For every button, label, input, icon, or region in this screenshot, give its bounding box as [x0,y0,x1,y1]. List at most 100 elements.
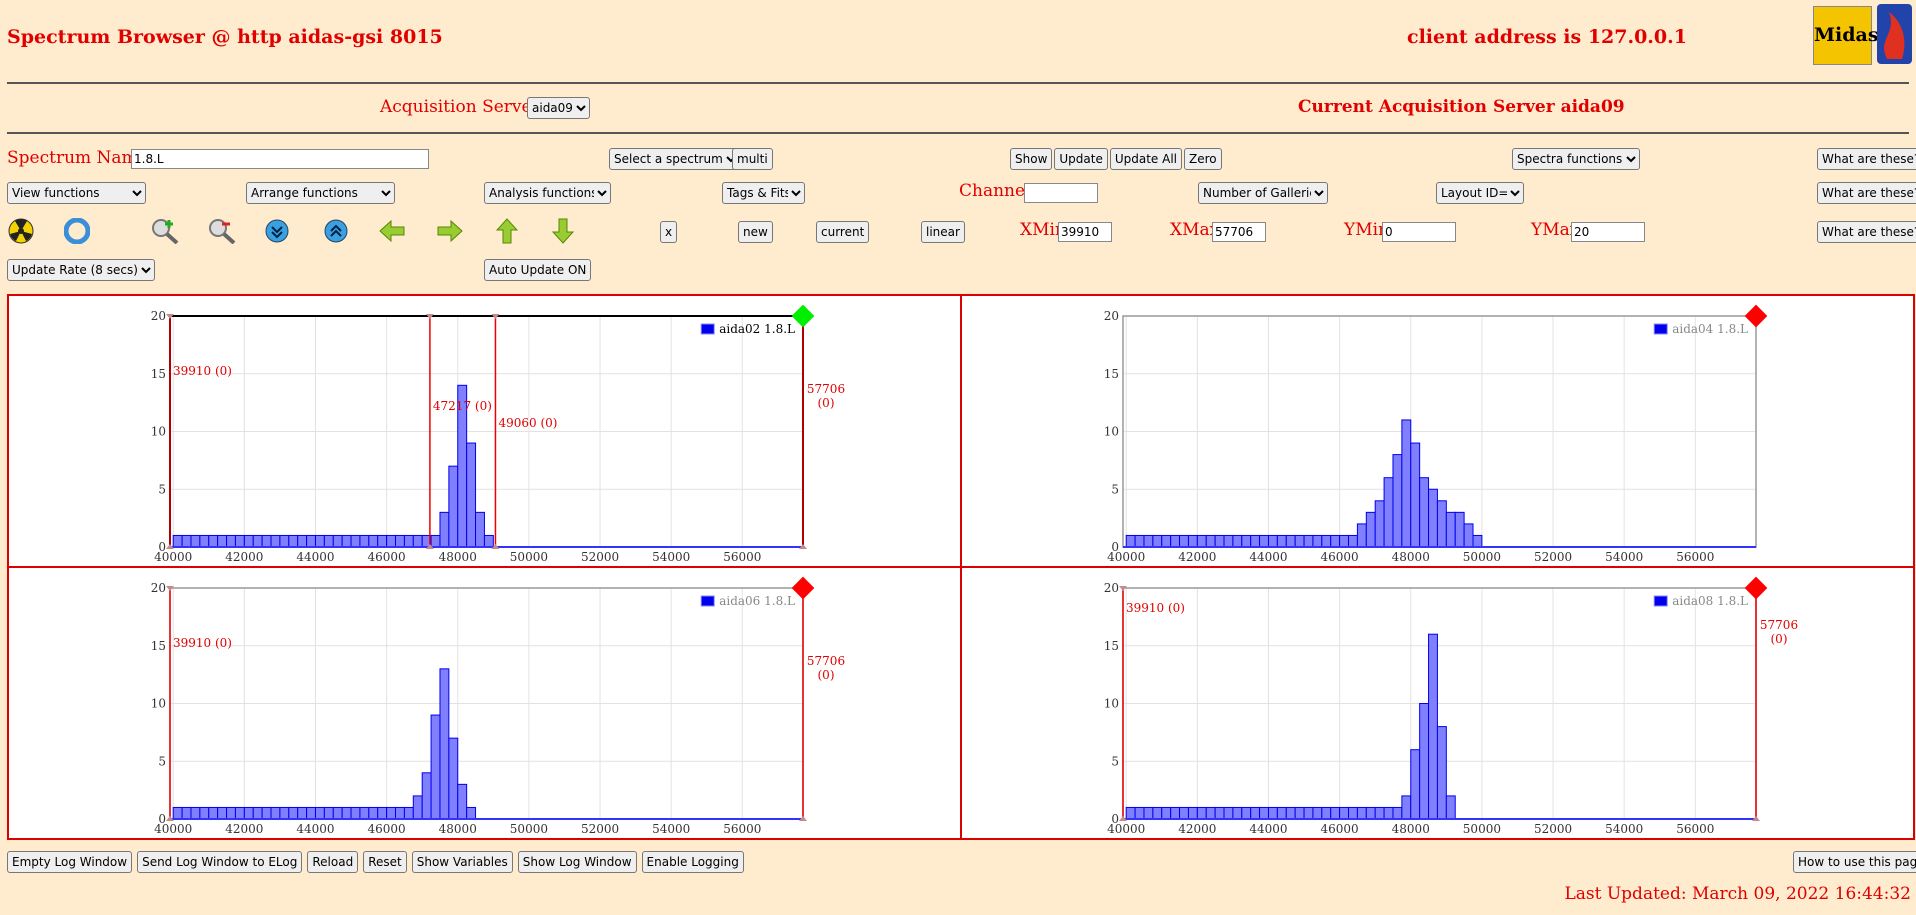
ymin-label: YMin [1344,220,1390,240]
histogram-bar [1241,534,1252,548]
y-tick-label: 5 [1111,754,1119,768]
radiation-icon[interactable] [8,218,34,244]
histogram-bar [1410,442,1421,548]
current-button[interactable]: current [816,221,870,243]
histogram-bar [306,806,316,820]
log-button[interactable]: Enable Logging [641,851,744,873]
new-button[interactable]: new [738,221,773,243]
xmin-input[interactable] [1058,222,1112,242]
histogram-bar [466,442,477,548]
log-button[interactable]: Show Variables [411,851,513,873]
y-tick-label: 5 [158,754,166,768]
legend-label: aida04 1.8.L [1672,322,1748,336]
histogram-bar [448,465,459,548]
ymin-input[interactable] [1382,222,1456,242]
spectrum-chart: 40000 42000 44000 46000 48000 50000 52000 54000… [1104,304,1768,564]
server-select[interactable]: aida09 [527,97,590,119]
histogram-bar [199,534,210,548]
show-button[interactable]: Show [1010,148,1053,170]
down-icon[interactable] [264,218,290,244]
log-button[interactable]: Send Log Window to ELog [137,851,303,873]
histogram-bar [439,511,450,548]
refresh-icon[interactable] [64,218,90,244]
x-button[interactable]: x [660,221,678,243]
spectrum-input[interactable] [131,149,429,169]
right-arrow-icon[interactable] [437,220,463,242]
layout-select[interactable]: Layout ID=4 [1436,182,1524,204]
histogram-bar [1356,806,1367,820]
histogram-bar [1436,726,1447,820]
update-all-button[interactable]: Update All [1109,148,1183,170]
analysis-functions[interactable]: Analysis functions [484,182,611,204]
y-tick-label: 20 [151,581,166,595]
histogram-bar [226,534,236,548]
log-button[interactable]: Empty Log Window [7,851,133,873]
histogram-bar [1392,454,1403,548]
x-tick-label: 48000 [439,822,477,836]
x-tick-label: 48000 [1392,550,1430,564]
xmin-label: XMin [1020,220,1066,240]
update-button[interactable]: Update [1054,148,1108,170]
client-address: client address is 127.0.0.1 [1407,26,1687,48]
histogram-bar [377,534,388,548]
zoom-out-icon[interactable] [208,218,236,244]
galleries-select[interactable]: Number of Galleries [1198,182,1328,204]
histogram-bar [288,806,299,820]
y-tick-label: 15 [151,367,166,381]
legend-swatch [700,323,715,335]
histogram-bar [314,806,325,820]
multi-button[interactable]: multi [732,148,773,170]
spectrum-select[interactable]: Select a spectrum [609,148,740,170]
xmax-input[interactable] [1212,222,1266,242]
histogram-bar [457,783,468,820]
histogram-bar [395,806,405,820]
action-buttons: Show Update Update All Zero [1010,148,1222,170]
up-icon[interactable] [323,218,349,244]
histogram-bar [421,772,432,820]
tags-fits[interactable]: Tags & Fits [722,182,805,204]
linear-button[interactable]: linear [921,221,965,243]
histogram-bar [1232,534,1243,548]
y-tick-label: 20 [1104,581,1119,595]
help-button[interactable]: What are these? [1817,221,1916,243]
zero-button[interactable]: Zero [1184,148,1222,170]
log-button[interactable]: Reload [307,851,359,873]
y-tick-label: 0 [158,812,166,826]
x-tick-label: 48000 [1392,822,1430,836]
left-arrow-icon[interactable] [379,220,405,242]
x-tick-label: 56000 [1676,550,1714,564]
up-arrow-icon[interactable] [496,218,518,244]
histogram-bar [172,534,183,548]
histogram-bar [323,534,334,548]
histogram-bar [1401,795,1412,820]
auto-update-button[interactable]: Auto Update ON [484,259,592,281]
arrange-functions[interactable]: Arrange functions [246,182,395,204]
y-tick-label: 15 [151,639,166,653]
histogram-bar [181,534,192,548]
zoom-in-icon[interactable] [151,218,179,244]
log-button[interactable]: Show Log Window [517,851,637,873]
histogram-bar [1294,806,1305,820]
histogram-bar [1445,511,1456,548]
histogram-bar [1285,806,1296,820]
help-button[interactable]: What are these? [1817,148,1916,170]
how-to-button[interactable]: How to use this page [1793,851,1916,873]
x-tick-label: 40000 [154,550,192,564]
histogram-bar [1187,806,1198,820]
histogram-bar [1419,703,1430,820]
spectra-functions[interactable]: Spectra functions [1512,148,1640,170]
update-rate[interactable]: Update Rate (8 secs) [7,259,155,281]
down-arrow-icon[interactable] [552,218,574,244]
histogram-bar [199,806,210,820]
x-tick-label: 54000 [1605,822,1643,836]
ymax-input[interactable] [1571,222,1645,242]
channel-input[interactable] [1024,183,1098,203]
help-button[interactable]: What are these? [1817,182,1916,204]
log-button[interactable]: Reset [363,851,407,873]
view-functions[interactable]: View functions [7,182,146,204]
histogram-bar [297,806,308,820]
histogram-bar [1374,806,1385,820]
y-tick-label: 0 [1111,540,1119,554]
histogram-bar [1152,806,1163,820]
